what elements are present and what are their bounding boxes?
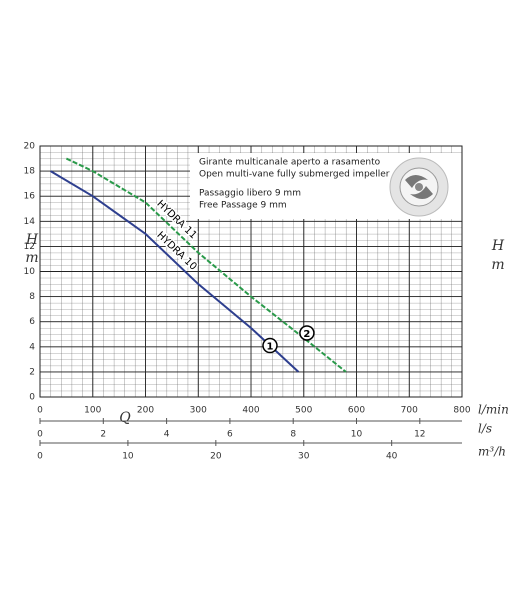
- y-axis-unit: m: [491, 257, 504, 273]
- y-tick-label: 0: [29, 393, 35, 403]
- curve-marker-label: 1: [267, 342, 274, 353]
- x2-tick-label: 2: [100, 430, 106, 440]
- x-axis-unit: l/min: [478, 403, 509, 417]
- x3-tick-label: 40: [386, 452, 398, 462]
- y-tick-label: 4: [29, 342, 35, 352]
- x-tick-label: 200: [137, 406, 154, 416]
- y-tick-label: 18: [24, 167, 36, 177]
- y-axis-unit: m: [25, 250, 38, 266]
- x3-tick-label: 0: [37, 452, 43, 462]
- x3-tick-label: 30: [298, 452, 310, 462]
- x-tick-label: 300: [190, 406, 207, 416]
- y-tick-label: 6: [29, 317, 35, 327]
- x2-tick-label: 0: [37, 430, 43, 440]
- y-axis-label: H: [491, 238, 505, 254]
- x-tick-label: 0: [37, 406, 43, 416]
- y-tick-label: 8: [29, 292, 35, 302]
- y-tick-label: 10: [24, 267, 36, 277]
- x2-tick-label: 6: [227, 430, 233, 440]
- x-tick-label: 800: [453, 406, 470, 416]
- plot-frame: [39, 145, 463, 398]
- y-axis-label: H: [25, 232, 39, 248]
- y-tick-label: 2: [29, 367, 35, 377]
- info-text: Girante multicanale aperto a rasamento: [199, 158, 381, 168]
- info-text: Passaggio libero 9 mm: [199, 189, 301, 199]
- x-tick-label: 600: [348, 406, 365, 416]
- curve-marker-label: 2: [303, 329, 310, 340]
- x-axis-label: Q: [119, 410, 131, 426]
- x-tick-label: 400: [242, 406, 259, 416]
- x3-axis-unit: m³/h: [478, 445, 506, 459]
- impeller-icon: [389, 157, 449, 217]
- curve-marker: [262, 337, 278, 354]
- x2-axis-unit: l/s: [478, 422, 492, 436]
- y-tick-label: 14: [24, 217, 36, 227]
- curve: [65, 157, 347, 373]
- y-tick-label: 12: [24, 242, 35, 252]
- x3-tick-label: 20: [210, 452, 222, 462]
- y-tick-label: 20: [24, 142, 36, 152]
- x2-tick-label: 8: [290, 430, 296, 440]
- x3-tick-label: 10: [122, 452, 134, 462]
- x2-tick-label: 10: [351, 430, 363, 440]
- curve: [50, 170, 300, 373]
- x2-tick-label: 4: [164, 430, 170, 440]
- y-tick-label: 16: [24, 192, 36, 202]
- curve-marker: [299, 325, 315, 341]
- info-text: Open multi-vane fully submerged impeller: [199, 170, 390, 180]
- x-tick-label: 700: [401, 406, 418, 416]
- info-text: Free Passage 9 mm: [199, 201, 287, 211]
- x2-tick-label: 12: [414, 430, 425, 440]
- x-tick-label: 100: [84, 406, 101, 416]
- x-tick-label: 500: [295, 406, 312, 416]
